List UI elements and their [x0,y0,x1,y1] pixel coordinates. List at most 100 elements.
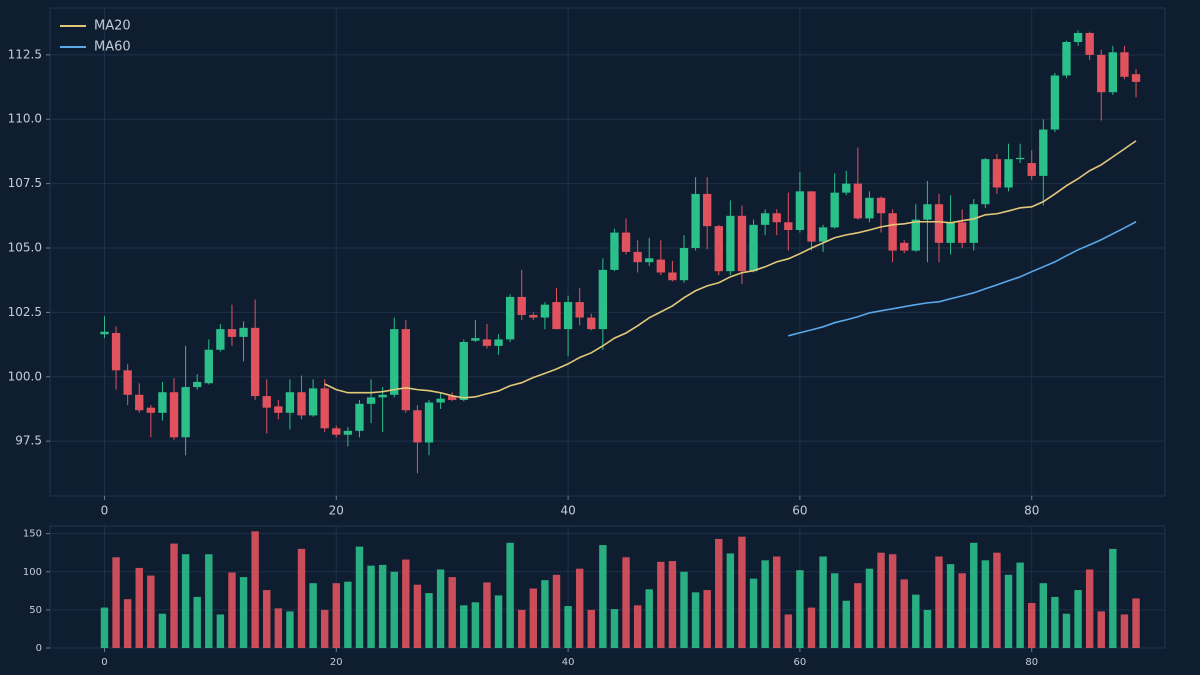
candle-body [1015,157,1025,160]
y-tick-label: 50 [29,605,42,616]
candle-body [934,204,944,243]
volume-bar [842,600,850,648]
y-tick-label: 112.5 [8,47,42,61]
candle-body [923,204,932,220]
volume-bar [1016,562,1024,648]
candle-body [714,226,723,272]
volume-bar [993,552,1001,648]
candle-body [969,204,978,243]
candle-body [169,392,179,438]
x-tick-label: 0 [101,657,107,668]
ma-line [788,221,1137,337]
volume-bar [274,608,283,648]
candle-body [135,394,144,411]
volume-bar [738,536,746,648]
candle-body [784,222,793,230]
volume-bar [158,613,167,648]
volume-bar [216,614,225,648]
volume-bar [575,568,584,648]
candle-body [216,329,225,350]
volume-bar [599,545,607,648]
volume-bar [703,590,711,648]
panel: 97.5 100.0 102.5 105.0 107.5 110.0 112.5 0 20 40 6… [8,7,1166,518]
x-tick-label: 60 [792,504,807,518]
candle-body [459,342,468,400]
volume-bar [865,568,874,648]
volume-bar [286,611,294,648]
volume-bar [1085,569,1094,648]
y-tick-label: 105.0 [8,241,42,255]
candle-body [911,219,920,251]
volume-bar [541,580,549,648]
candle-body [401,329,410,411]
candle-body [1062,41,1071,76]
volume-bar [448,577,456,648]
legend-label: MA20 [94,19,131,34]
candle-body [274,406,283,413]
volume-bar [773,556,781,648]
volume-bar [205,554,213,648]
volume-bar [494,595,503,648]
volume-bar [935,556,943,648]
candle-body [343,430,353,435]
volume-bar [425,593,433,648]
volume-bar [390,571,398,648]
candle-body [737,215,747,272]
candle-body [494,339,503,346]
volume-bar [970,542,978,648]
candle-body [552,302,561,330]
volume-bar [181,554,190,648]
candle-body [378,394,387,398]
volume-bar [297,548,306,648]
y-tick-label: 110.0 [8,112,42,126]
candle-body [505,296,515,340]
volume-bar [633,605,642,648]
candle-body [795,191,805,230]
candle-body [158,392,167,413]
volume-bar [1039,583,1048,648]
plot-area [49,7,1166,497]
candle-body [250,327,260,397]
candle-body [876,197,886,214]
volume-bar [320,609,329,648]
volume-bar [344,581,352,648]
volume-bar [784,614,793,648]
volume-bar [749,578,758,648]
candle-body [575,302,584,318]
candle-body [297,392,306,416]
volume-bar [888,554,897,648]
x-tick-label: 80 [1024,504,1039,518]
panel: 0 50 100 150 0 20 40 60 80 [23,525,1166,668]
candle-body [1085,32,1094,55]
candle-body [957,222,967,243]
x-tick-label: 60 [794,657,807,668]
volume-bar [680,571,688,648]
candle-body [830,192,839,228]
volume-bar [854,583,862,648]
volume-bar [830,573,839,648]
legend-label: MA60 [94,40,131,55]
volume-bar [958,573,966,648]
candle-body [1073,32,1083,42]
candle-body [981,159,990,205]
x-tick-label: 0 [101,504,109,518]
candle-body [366,397,376,404]
y-tick-label: 0 [36,643,42,654]
volume-bar [367,565,375,648]
candle-body [598,269,608,330]
volume-bar [587,609,595,648]
volume-bar [436,569,445,648]
candle-body [1108,52,1118,93]
volume-bar [413,584,422,648]
x-tick-label: 40 [560,504,575,518]
candle-body [123,370,132,395]
volume-bar [402,559,410,648]
candle-body [227,329,237,337]
candle-body [181,387,190,438]
candle-body [239,327,248,337]
candle-body [587,317,596,330]
volume-bar [807,607,816,648]
volume-bar [657,561,665,648]
candle-body [807,191,816,242]
